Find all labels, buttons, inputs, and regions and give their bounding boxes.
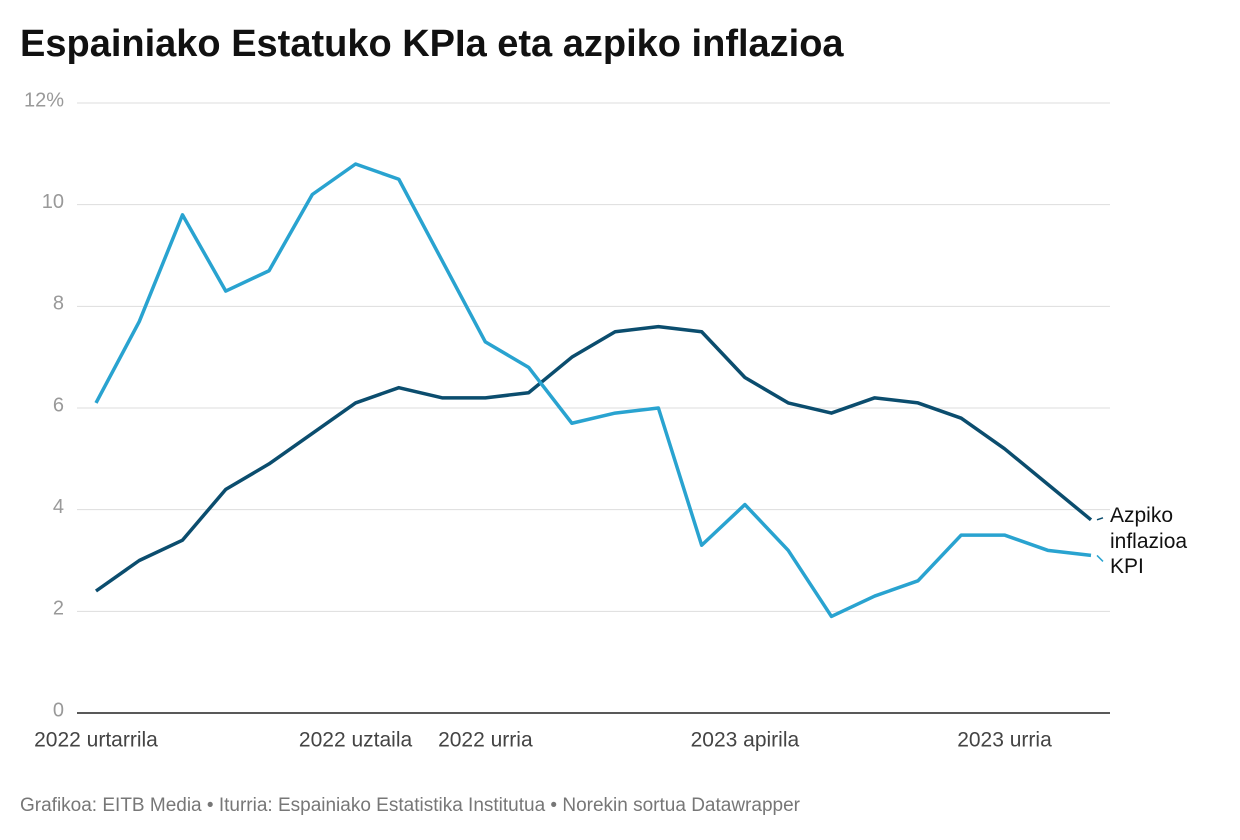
x-tick-label: 2022 urtarrila: [34, 729, 158, 752]
y-tick-label: 8: [53, 293, 64, 315]
series-label: KPI: [1110, 555, 1144, 579]
x-tick-label: 2023 urria: [957, 729, 1052, 752]
x-tick-label: 2022 uztaila: [299, 729, 413, 752]
x-tick-label: 2022 urria: [438, 729, 533, 752]
series-label: Azpiko inflazioa: [1110, 503, 1188, 553]
label-connector: [1096, 554, 1104, 562]
y-tick-label: 0: [53, 699, 64, 721]
y-tick-label: 12%: [24, 89, 64, 111]
y-tick-label: 4: [53, 496, 64, 518]
line: [94, 162, 1092, 619]
x-tick-label: 2023 apirila: [691, 729, 800, 752]
y-tick-label: 2: [53, 598, 64, 620]
line: [94, 324, 1093, 593]
chart-title: Espainiako Estatuko KPIa eta azpiko infl…: [20, 23, 844, 65]
y-tick-label: 6: [53, 394, 64, 416]
source: Grafikoa: EITB Media • Iturria: Espainia…: [20, 795, 801, 816]
y-tick-label: 10: [42, 191, 64, 213]
label-connector: [1096, 517, 1104, 521]
